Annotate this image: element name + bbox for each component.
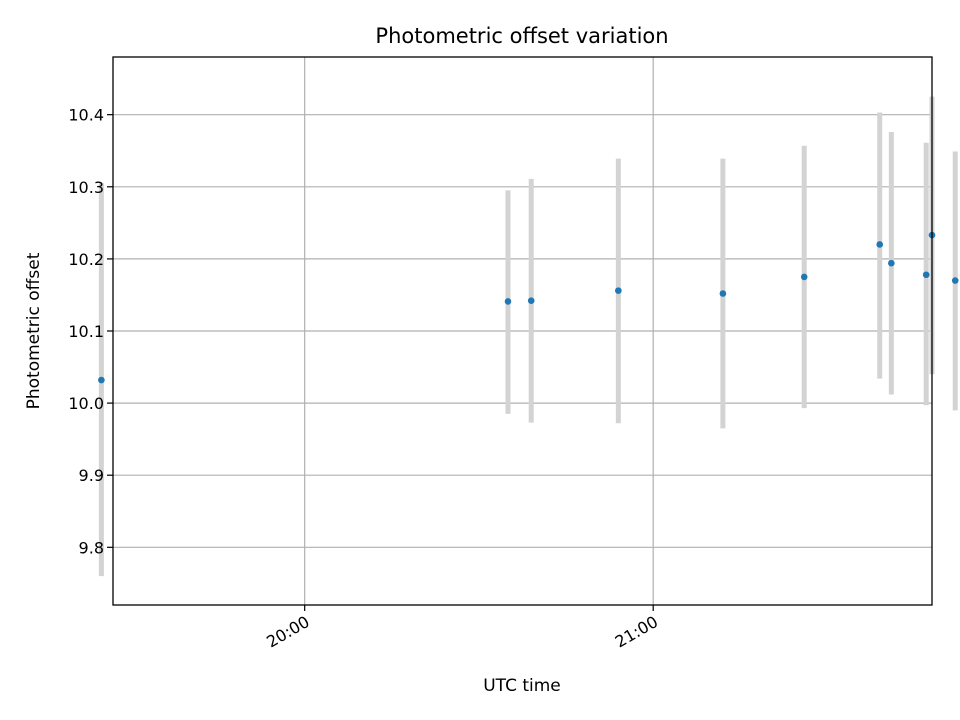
y-tick-label: 10.0 xyxy=(68,394,104,413)
data-point xyxy=(98,376,105,384)
y-axis-ticks: 9.8 9.9 10.0 10.1 10.2 10.3 10.4 xyxy=(68,106,113,557)
y-tick-label: 10.2 xyxy=(68,250,104,269)
y-tick-label: 9.9 xyxy=(79,466,104,485)
data-point xyxy=(719,290,727,297)
data-point xyxy=(615,287,622,294)
y-tick-label: 10.3 xyxy=(68,178,104,197)
x-axis-label: UTC time xyxy=(483,676,561,696)
data-point xyxy=(888,259,895,267)
data-point xyxy=(504,298,512,305)
y-tick-label: 9.8 xyxy=(79,538,104,557)
y-tick-label: 10.1 xyxy=(68,322,104,341)
data-point xyxy=(800,273,808,281)
data-point xyxy=(922,271,930,279)
chart-title: Photometric offset variation xyxy=(375,24,668,48)
grid xyxy=(113,57,932,605)
data-point xyxy=(527,297,535,305)
data-points xyxy=(98,231,959,384)
y-tick-label: 10.4 xyxy=(68,106,104,125)
data-point xyxy=(876,241,884,248)
y-axis-label: Photometric offset xyxy=(24,252,44,409)
data-point xyxy=(951,277,959,284)
